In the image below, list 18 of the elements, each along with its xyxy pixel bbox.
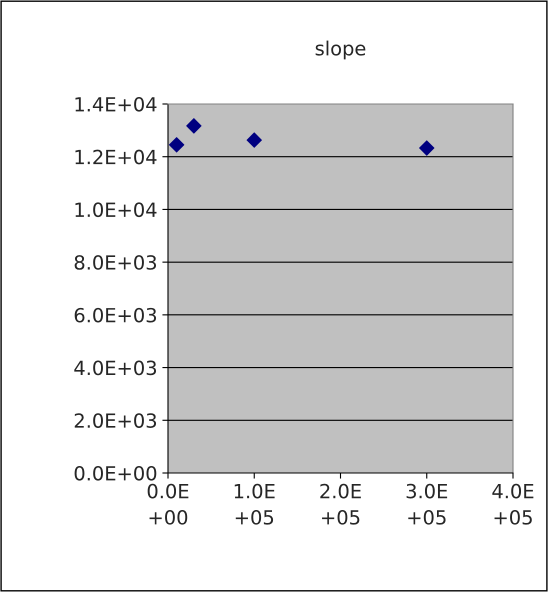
- y-tick-label: 8.0E+03: [74, 255, 156, 270]
- y-tick-label: 0.0E+00: [74, 466, 156, 481]
- y-tick-label: 6.0E+03: [74, 308, 156, 323]
- point: [168, 137, 184, 153]
- y-tick-label: 2.0E+03: [74, 413, 156, 428]
- x-tick-label: 0.0E+00: [148, 484, 188, 525]
- y-tick-label: 4.0E+03: [74, 360, 156, 376]
- x-tick-label: 4.0E+05: [492, 484, 534, 525]
- chart-title: slope: [316, 40, 366, 60]
- x-tick-label: 1.0E+05: [234, 484, 275, 525]
- point: [419, 140, 434, 156]
- x-tick-label: 2.0E+05: [320, 484, 361, 525]
- point: [246, 132, 262, 148]
- y-tick-label: 1.2E+04: [75, 150, 156, 164]
- y-tick-label: 1.0E+04: [75, 202, 156, 218]
- x-tick-label: 3.0E+05: [406, 484, 448, 525]
- point: [186, 118, 202, 134]
- y-tick-label: 1.4E+04: [75, 96, 156, 112]
